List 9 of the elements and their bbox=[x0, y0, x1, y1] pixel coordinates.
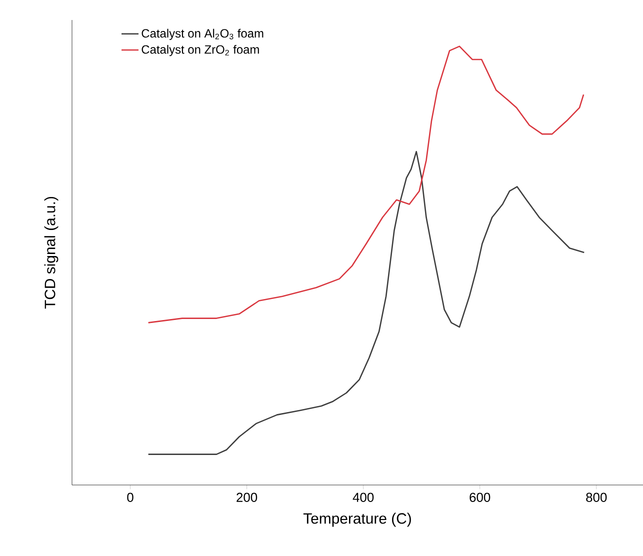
x-tick-label: 0 bbox=[127, 492, 134, 502]
legend-label: Catalyst on ZrO$_{2}$ foam bbox=[142, 44, 259, 56]
x-axis-title: Temperature (C) bbox=[303, 512, 411, 527]
y-axis-title: TCD signal (a.u.) bbox=[44, 196, 58, 309]
x-tick-label: 200 bbox=[236, 492, 258, 502]
x-tick-label: 400 bbox=[352, 492, 374, 502]
x-tick-label: 600 bbox=[470, 492, 490, 502]
legend-label: Catalyst on Al$_{2}$O$_{3}$ foam bbox=[142, 28, 264, 40]
x-tick-label: 800 bbox=[586, 492, 607, 502]
